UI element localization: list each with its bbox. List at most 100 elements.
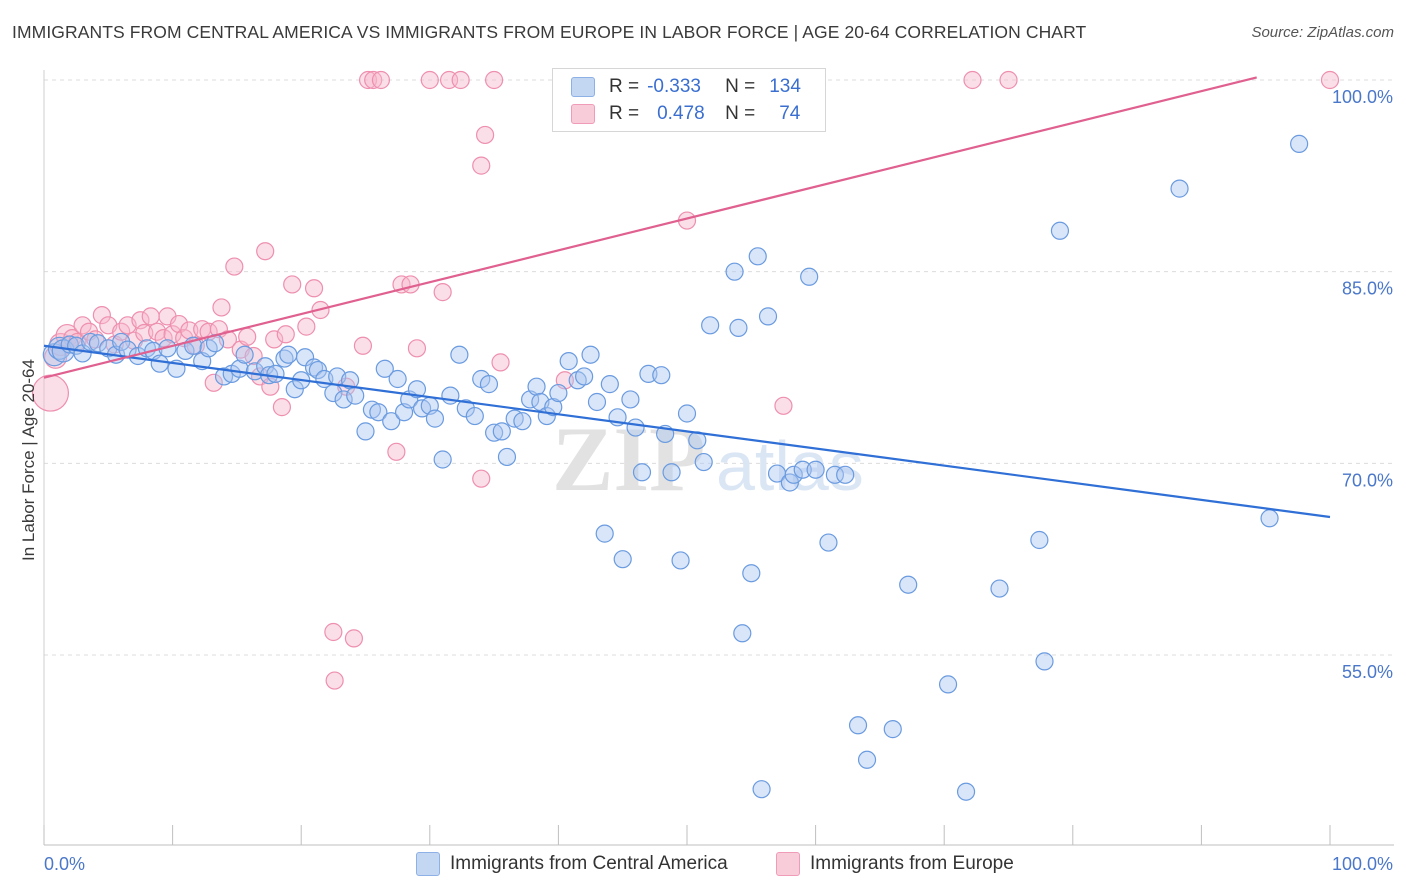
data-point-central-america — [245, 362, 265, 381]
data-point-central-america — [677, 404, 697, 423]
legend-r-value: 0.478 — [657, 103, 705, 124]
data-point-central-america — [613, 550, 632, 569]
data-point-europe — [141, 307, 160, 326]
data-point-europe — [774, 396, 793, 415]
data-point-central-america — [752, 780, 771, 799]
y-tick-label: 70.0% — [1342, 470, 1393, 490]
data-point-europe — [325, 671, 344, 690]
tick-labels: 55.0% 70.0% 85.0% 100.0% 0.0% 100.0% — [44, 87, 1393, 874]
data-point-europe — [238, 327, 257, 346]
data-point-central-america — [346, 386, 365, 405]
data-point-central-america — [621, 390, 640, 409]
watermark-atlas: atlas — [716, 427, 864, 505]
data-point-central-america — [819, 533, 838, 552]
data-point-central-america — [382, 412, 401, 431]
legend-item-central-america: Immigrants from Central America — [416, 852, 728, 876]
legend-n-label: N = — [725, 103, 756, 124]
data-point-central-america — [784, 465, 803, 484]
data-point-europe — [485, 70, 504, 90]
data-point-central-america — [733, 624, 752, 643]
data-point-central-america — [671, 551, 690, 570]
data-point-central-america — [800, 267, 819, 286]
data-point-europe — [154, 329, 173, 348]
data-point-central-america — [836, 465, 855, 484]
legend-n-value: 134 — [769, 76, 801, 97]
data-point-central-america — [848, 716, 868, 735]
data-point-central-america — [938, 675, 958, 694]
y-tick-label: 100.0% — [1332, 87, 1393, 107]
data-point-central-america — [857, 750, 877, 769]
data-point-central-america — [369, 403, 388, 422]
data-point-central-america — [1260, 509, 1279, 528]
data-point-central-america — [1035, 652, 1054, 671]
data-point-central-america — [492, 422, 511, 441]
data-point-europe — [135, 323, 154, 343]
watermark: ZIP atlas — [552, 408, 864, 510]
data-point-central-america — [758, 307, 778, 326]
series-legend: Immigrants from Central America Immigran… — [0, 852, 1406, 878]
data-point-europe — [475, 125, 495, 145]
y-tick-label: 55.0% — [1342, 662, 1393, 682]
data-point-central-america — [266, 364, 285, 383]
data-point-central-america — [1030, 530, 1049, 550]
data-point-central-america — [497, 447, 517, 467]
data-point-europe — [297, 317, 316, 336]
legend-swatch-blue — [571, 77, 595, 97]
data-point-central-america — [81, 332, 100, 352]
data-point-central-america — [308, 360, 328, 380]
data-point-central-america — [485, 423, 504, 442]
data-point-europe — [344, 629, 364, 648]
trend-line-central-america — [43, 344, 1331, 519]
data-point-europe — [324, 622, 343, 642]
legend-r-label: R = — [609, 103, 640, 124]
data-point-central-america — [825, 465, 844, 484]
data-point-central-america — [899, 575, 918, 594]
data-point-central-america — [433, 450, 452, 469]
data-point-europe — [256, 242, 275, 261]
data-point-central-america — [549, 383, 568, 403]
data-point-europe — [387, 442, 406, 461]
data-point-central-america — [295, 348, 315, 367]
data-point-central-america — [632, 463, 652, 482]
axes — [43, 70, 1394, 846]
data-point-europe — [272, 398, 292, 417]
legend-label-central-america: Immigrants from Central America — [450, 853, 728, 874]
y-tick-label: 85.0% — [1342, 279, 1393, 299]
data-point-central-america — [513, 412, 532, 431]
data-point-central-america — [450, 345, 469, 364]
legend-swatch-pink — [571, 104, 595, 124]
data-point-central-america — [1170, 179, 1189, 198]
data-point-europe — [472, 469, 491, 488]
data-point-central-america — [527, 377, 546, 396]
data-point-central-america — [600, 375, 619, 394]
y-axis-title: In Labor Force | Age 20-64 — [19, 359, 38, 561]
data-point-europe — [276, 325, 295, 344]
legend-label-europe: Immigrants from Europe — [810, 853, 1014, 874]
data-point-central-america — [701, 316, 720, 335]
legend-row-europe: R = 0.478 N = 74 — [571, 102, 800, 126]
data-point-central-america — [883, 720, 902, 739]
trend-line-europe — [43, 76, 1257, 379]
data-point-central-america — [662, 463, 681, 482]
data-point-central-america — [694, 452, 713, 472]
data-point-central-america — [285, 380, 304, 399]
data-point-central-america — [806, 460, 825, 479]
legend-n-label: N = — [725, 76, 756, 97]
data-point-europe — [491, 353, 510, 372]
data-point-central-america — [956, 782, 976, 801]
data-point-europe — [169, 314, 189, 334]
legend-swatch-blue — [416, 852, 440, 876]
data-point-central-america — [581, 345, 600, 364]
data-point-europe — [358, 70, 378, 90]
data-point-central-america — [748, 247, 767, 266]
data-point-europe — [92, 306, 111, 325]
data-point-central-america — [1290, 134, 1309, 153]
data-point-europe — [180, 321, 199, 340]
data-point-europe — [999, 70, 1018, 90]
legend-r-label: R = — [609, 76, 640, 97]
legend-swatch-pink — [776, 852, 800, 876]
data-point-central-america — [465, 406, 484, 426]
data-point-central-america — [150, 354, 169, 373]
data-point-europe — [225, 257, 244, 276]
watermark-zip: ZIP — [552, 408, 705, 510]
